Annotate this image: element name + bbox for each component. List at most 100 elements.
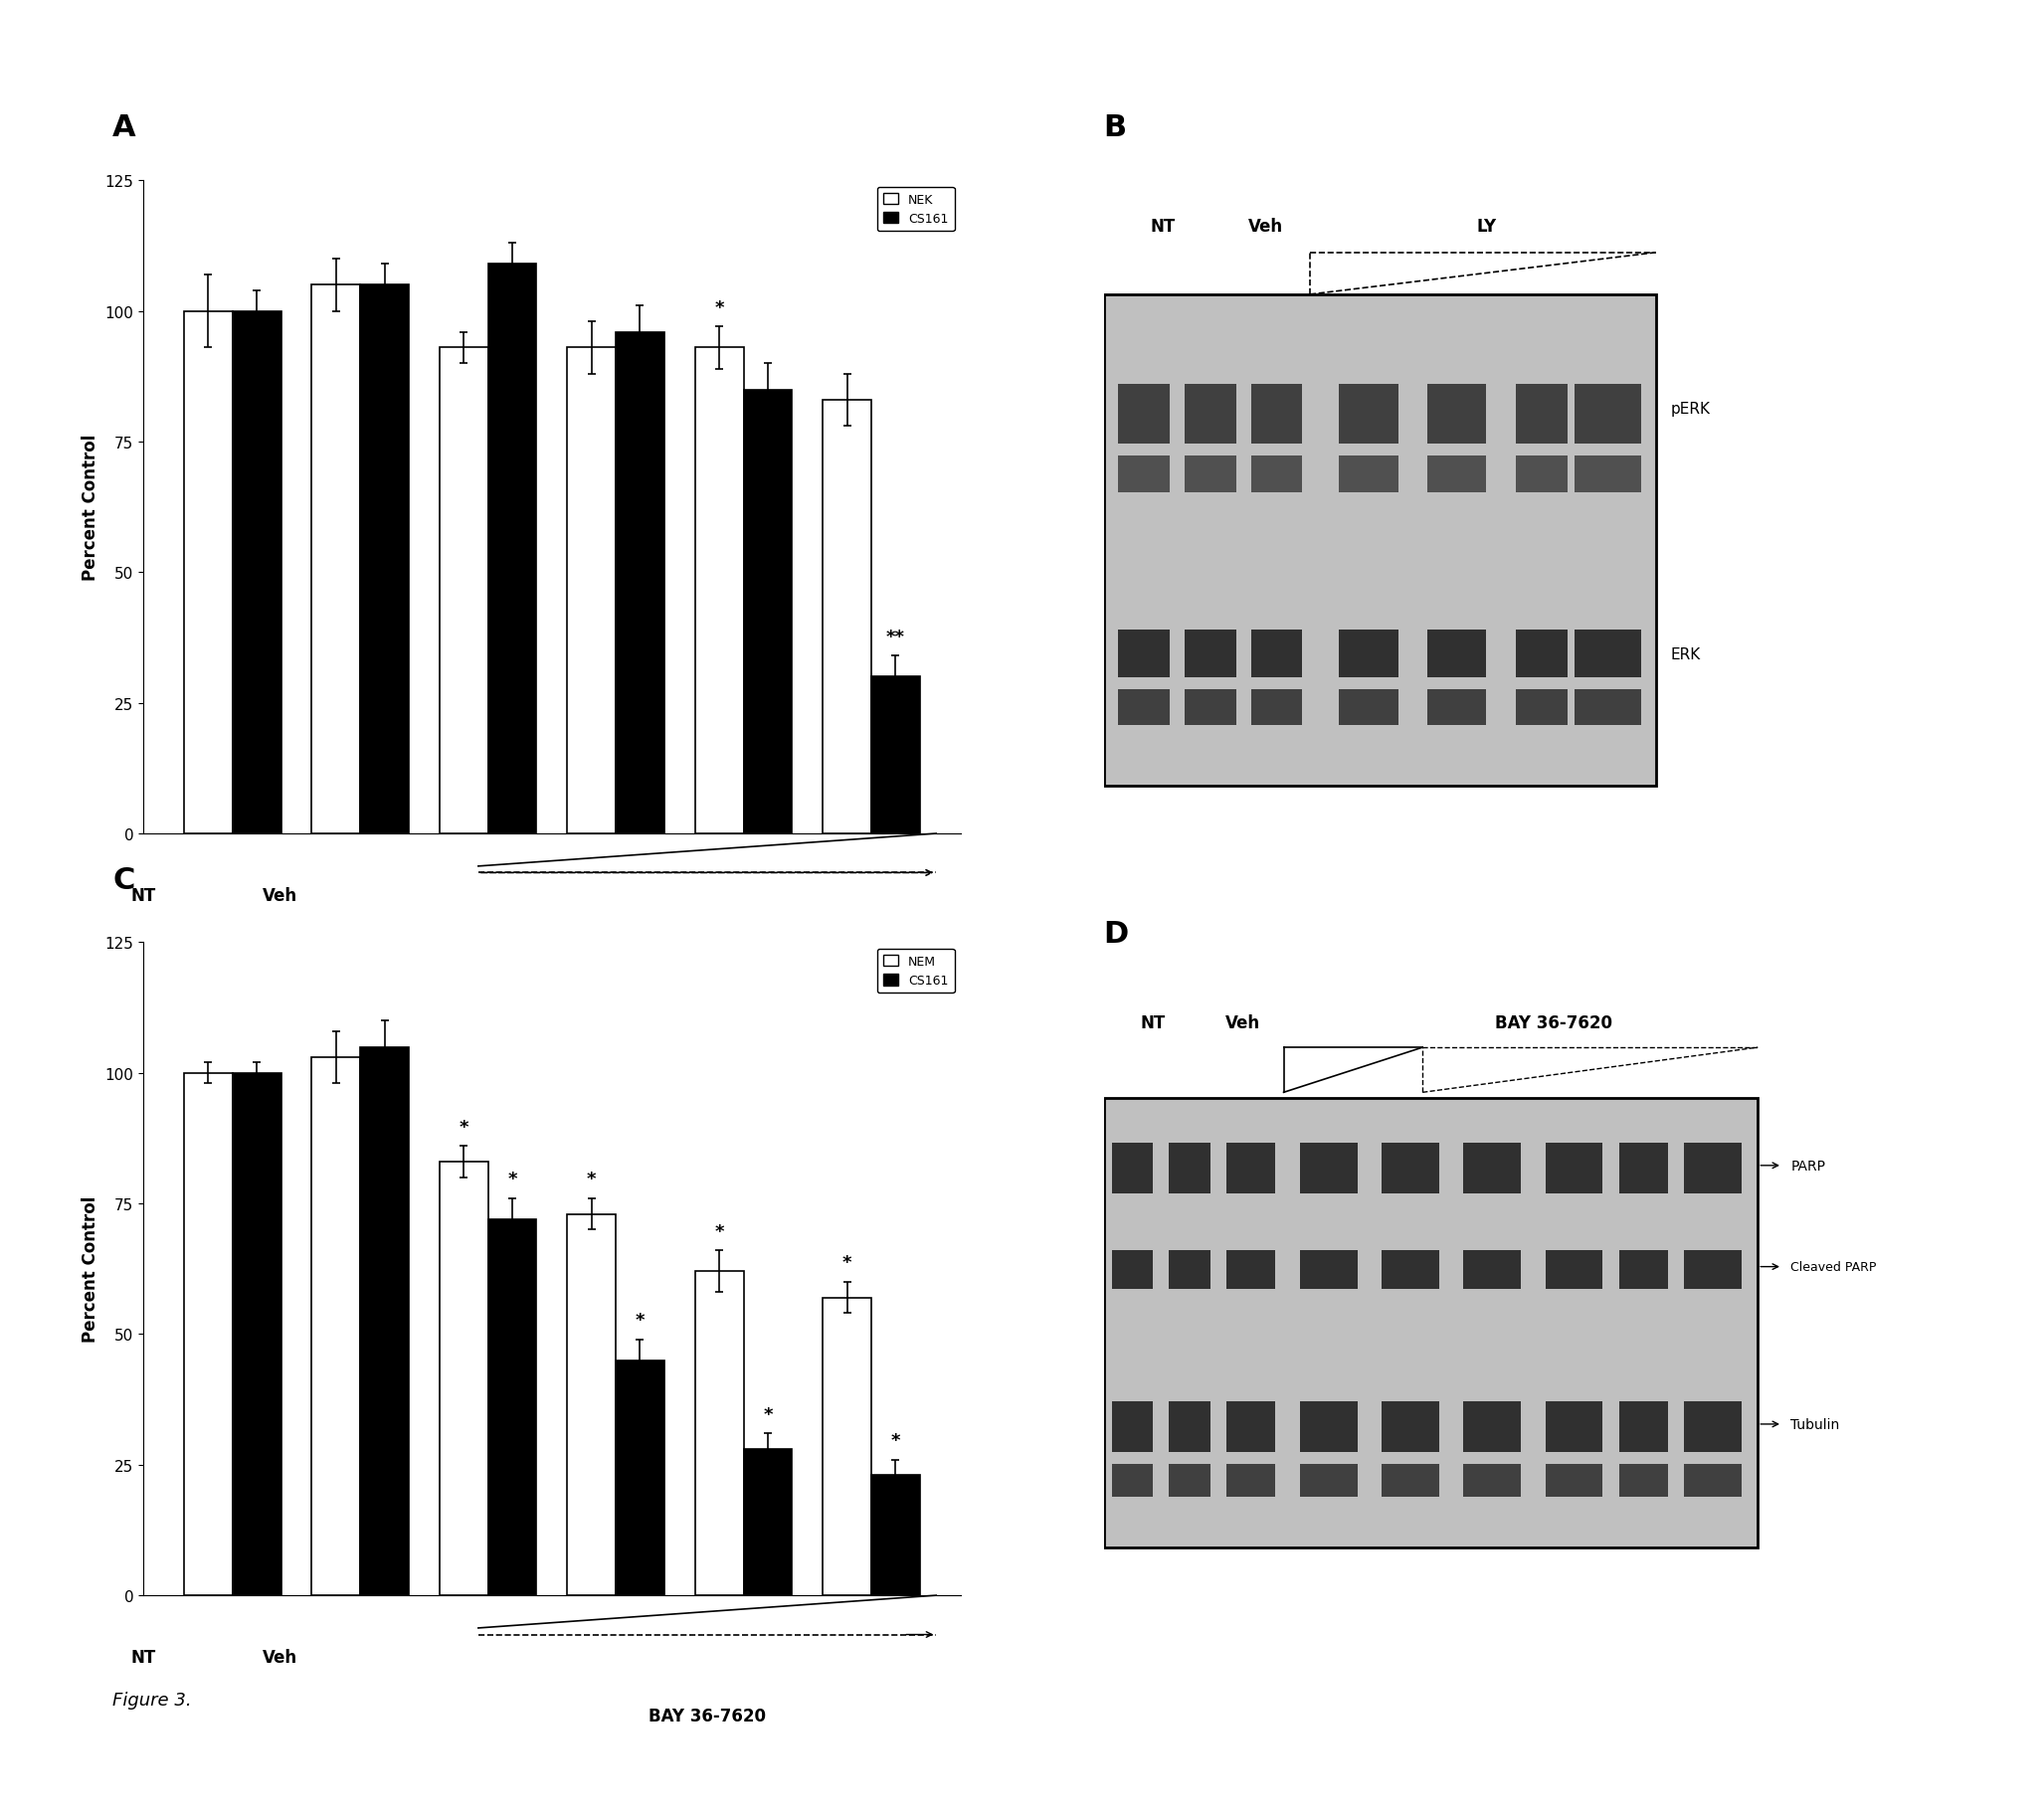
Bar xyxy=(1226,1144,1275,1195)
Text: NT: NT xyxy=(1141,1013,1165,1032)
Legend: NEK, CS161: NEK, CS161 xyxy=(877,187,955,232)
Bar xyxy=(1118,631,1169,678)
Bar xyxy=(1112,1251,1153,1289)
Bar xyxy=(1427,384,1486,444)
Bar xyxy=(1300,1251,1357,1289)
Text: PARP: PARP xyxy=(1791,1159,1825,1173)
Text: B: B xyxy=(1104,112,1126,141)
Bar xyxy=(1464,1251,1521,1289)
Bar xyxy=(1382,1144,1439,1195)
Text: *: * xyxy=(762,1405,773,1423)
Text: Tubulin: Tubulin xyxy=(1791,1418,1840,1430)
Bar xyxy=(360,286,409,834)
Text: NT: NT xyxy=(131,1648,155,1666)
Bar xyxy=(1427,457,1486,493)
Bar xyxy=(1112,1401,1153,1452)
Bar xyxy=(1169,1401,1210,1452)
Text: BAY 36-7620: BAY 36-7620 xyxy=(1494,1013,1613,1032)
Text: ERK: ERK xyxy=(1670,647,1701,662)
Bar xyxy=(1545,1144,1602,1195)
Bar xyxy=(1112,1463,1153,1498)
Bar xyxy=(1169,1251,1210,1289)
Bar xyxy=(1382,1401,1439,1452)
Text: pERK: pERK xyxy=(1670,401,1711,417)
Bar xyxy=(1251,691,1302,725)
Text: BAY 36-7620: BAY 36-7620 xyxy=(648,1706,766,1724)
Bar xyxy=(695,348,744,834)
Bar xyxy=(439,348,489,834)
Bar xyxy=(1339,457,1398,493)
Bar xyxy=(233,1073,282,1595)
Text: LY367385: LY367385 xyxy=(662,945,752,963)
Bar xyxy=(1169,1144,1210,1195)
Bar xyxy=(1104,296,1656,785)
Bar xyxy=(1339,384,1398,444)
Text: *: * xyxy=(715,1222,724,1240)
Bar xyxy=(360,1048,409,1595)
Bar xyxy=(568,1215,615,1595)
Bar xyxy=(1251,384,1302,444)
Bar xyxy=(1684,1463,1741,1498)
Text: *: * xyxy=(587,1169,597,1188)
Bar xyxy=(1226,1401,1275,1452)
Bar xyxy=(1517,691,1568,725)
Bar xyxy=(1619,1251,1668,1289)
Bar xyxy=(695,1271,744,1595)
Text: A: A xyxy=(112,112,135,141)
Bar xyxy=(1427,691,1486,725)
Bar xyxy=(744,390,793,834)
Bar xyxy=(233,312,282,834)
Bar xyxy=(822,401,871,834)
Bar xyxy=(1382,1251,1439,1289)
Bar xyxy=(1545,1251,1602,1289)
Bar xyxy=(871,678,920,834)
Bar xyxy=(1226,1251,1275,1289)
Bar xyxy=(1186,384,1237,444)
Bar xyxy=(1300,1401,1357,1452)
Bar xyxy=(489,1220,536,1595)
Bar xyxy=(1619,1463,1668,1498)
Bar xyxy=(1112,1144,1153,1195)
Bar xyxy=(1186,457,1237,493)
Bar xyxy=(744,1449,793,1595)
Bar xyxy=(568,348,615,834)
Bar xyxy=(1517,384,1568,444)
Text: D: D xyxy=(1104,919,1128,948)
Bar xyxy=(1574,384,1641,444)
Text: *: * xyxy=(460,1119,468,1137)
Bar xyxy=(1339,691,1398,725)
Text: C: C xyxy=(112,865,135,894)
Bar xyxy=(184,312,233,834)
Bar xyxy=(1619,1144,1668,1195)
Text: **: ** xyxy=(887,627,905,645)
Bar xyxy=(1169,1463,1210,1498)
Bar xyxy=(1574,457,1641,493)
Bar xyxy=(1118,457,1169,493)
Text: Cleaved PARP: Cleaved PARP xyxy=(1791,1260,1876,1273)
Bar xyxy=(615,334,664,834)
Y-axis label: Percent Control: Percent Control xyxy=(82,1197,100,1342)
Bar xyxy=(1382,1463,1439,1498)
Bar xyxy=(1226,1463,1275,1498)
Bar xyxy=(313,1057,360,1595)
Text: Veh: Veh xyxy=(1249,218,1284,236)
Bar xyxy=(1684,1401,1741,1452)
Y-axis label: Percent Control: Percent Control xyxy=(82,435,100,580)
Bar xyxy=(1545,1401,1602,1452)
Bar xyxy=(871,1476,920,1595)
Bar xyxy=(1339,631,1398,678)
Bar xyxy=(1251,457,1302,493)
Bar xyxy=(439,1162,489,1595)
Text: NT: NT xyxy=(1151,218,1175,236)
Text: Veh: Veh xyxy=(262,887,296,905)
Bar xyxy=(1517,631,1568,678)
Text: *: * xyxy=(636,1311,644,1329)
Bar xyxy=(1186,691,1237,725)
Bar xyxy=(1464,1463,1521,1498)
Bar xyxy=(1251,631,1302,678)
Bar xyxy=(1464,1144,1521,1195)
Bar xyxy=(1104,1099,1758,1548)
Text: *: * xyxy=(842,1255,852,1271)
Bar xyxy=(1574,691,1641,725)
Bar xyxy=(1118,691,1169,725)
